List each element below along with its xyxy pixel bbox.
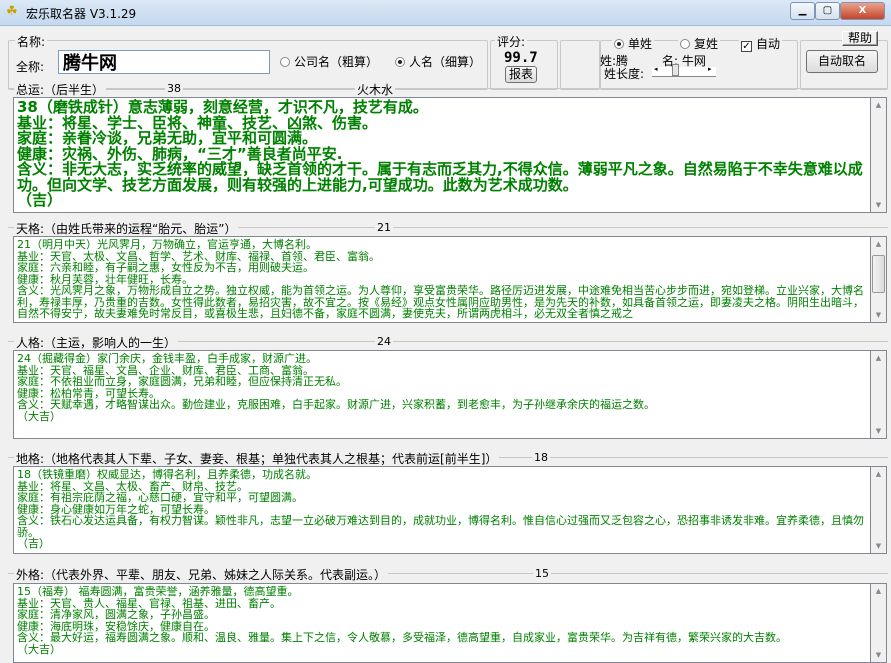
section-text[interactable]: 18（铁镜重磨）权威显达，博得名利，且养柔德，功成名就。 基业：将星、文昌、太极… [13,466,871,554]
scroll-thumb[interactable] [872,255,885,293]
vertical-scrollbar[interactable]: ▲ ▼ [871,350,887,439]
vertical-scrollbar[interactable]: ▲ ▼ [871,583,887,663]
surname-display: 姓:腾 [600,54,629,68]
report-button[interactable]: 报表 [505,66,537,83]
auto-label: 自动 [756,37,781,51]
section-title: 天格:（由姓氏带来的运程“胎元、胎运”） [14,220,239,237]
score-label: 评分: [495,33,528,50]
auto-checkbox[interactable]: ✓ 自动 [739,35,783,52]
section-text[interactable]: 21（明月中天）光风霁月，万物确立，官运亨通，大博名利。 基业：天官、太极、文昌… [13,236,871,323]
scroll-down-icon[interactable]: ▼ [875,651,882,659]
fullname-label: 全称: [16,60,45,74]
section-text[interactable]: 38（磨铁成针）意志薄弱，刻意经营，才识不凡，技艺有成。 基业：将星、学士、臣将… [13,97,871,213]
scroll-up-icon[interactable]: ▲ [875,240,882,248]
radio-double-label: 复姓 [694,37,719,51]
radio-company-label: 公司名（粗算） [294,55,379,69]
scroll-down-icon[interactable]: ▼ [875,311,882,319]
scroll-up-icon[interactable]: ▲ [875,101,882,109]
section-title: 地格:（地格代表其人下辈、子女、妻妾、根基；单独代表其人之根基；代表前运[前半生… [14,450,500,467]
maximize-button[interactable]: ▢ [815,2,840,20]
section-text[interactable]: 24（掘藏得金）家门余庆，金钱丰盈，白手成家，财源广进。 基业：天官、福星、文昌… [13,350,871,439]
check-icon: ✓ [741,41,752,52]
score-value: 99.7 [504,50,538,66]
right-arrow-icon[interactable]: ▸ [708,65,712,73]
title-bar: ☘ 宏乐取名器 V3.1.29 ▁ ▢ X [0,0,891,26]
scroll-up-icon[interactable]: ▲ [875,470,882,478]
radio-single-label: 单姓 [628,37,653,51]
section-title: 外格:（代表外界、平辈、朋友、兄弟、姊妹之人际关系。代表副运。） [14,566,389,583]
fullname-input[interactable] [58,50,270,74]
vertical-scrollbar[interactable]: ▲ ▼ [871,97,887,213]
help-button[interactable]: 帮助 [842,31,878,46]
radio-selected-icon [614,39,624,49]
app-icon: ☘ [6,4,18,19]
surname-length-label: 姓长度: [604,67,645,81]
radio-person-label: 人名（细算） [409,55,482,69]
section-text[interactable]: 15（福寿） 福寿圆满，富贵荣誉，涵养雅量，德高望重。 基业：天官、贵人、福星、… [13,583,871,663]
score-group: 评分: [490,33,558,90]
scroll-up-icon[interactable]: ▲ [875,354,882,362]
minimize-button[interactable]: ▁ [790,2,815,20]
section-divider [8,88,888,89]
radio-company[interactable]: 公司名（粗算） [280,53,378,70]
name-group-label: 名称: [15,33,48,50]
section-divider [8,341,888,342]
radio-icon [280,57,290,67]
section-divider [8,227,888,228]
name-group: 名称: [8,33,488,90]
left-arrow-icon[interactable]: ◂ [654,65,658,73]
radio-selected-icon [395,57,405,67]
radio-icon [680,39,690,49]
section-number: 18 [532,451,550,464]
spacer-group [560,40,600,90]
section-element: 火木水 [355,81,396,98]
scroll-down-icon[interactable]: ▼ [875,201,882,209]
section-divider [8,573,888,574]
section-number: 21 [375,221,393,234]
section-number: 24 [375,335,393,348]
radio-double[interactable]: 复姓 [678,35,721,52]
surname-length-slider[interactable]: ◂ ▸ [652,64,716,77]
vertical-scrollbar[interactable]: ▲ ▼ [871,466,887,554]
window-title: 宏乐取名器 V3.1.29 [26,7,137,21]
slider-thumb[interactable] [672,64,679,76]
scroll-down-icon[interactable]: ▼ [875,427,882,435]
close-button[interactable]: X [840,2,885,20]
radio-single[interactable]: 单姓 [612,35,655,52]
vertical-scrollbar[interactable]: ▲ ▼ [871,236,887,323]
section-number: 38 [165,82,183,95]
section-title: 人格:（主运，影响人的一生） [14,334,179,351]
radio-person[interactable]: 人名（细算） [395,53,481,70]
auto-name-button[interactable]: 自动取名 [806,50,878,73]
section-title: 总运:（后半生） [14,81,107,98]
section-number: 15 [533,567,551,580]
scroll-up-icon[interactable]: ▲ [875,587,882,595]
scroll-down-icon[interactable]: ▼ [875,542,882,550]
